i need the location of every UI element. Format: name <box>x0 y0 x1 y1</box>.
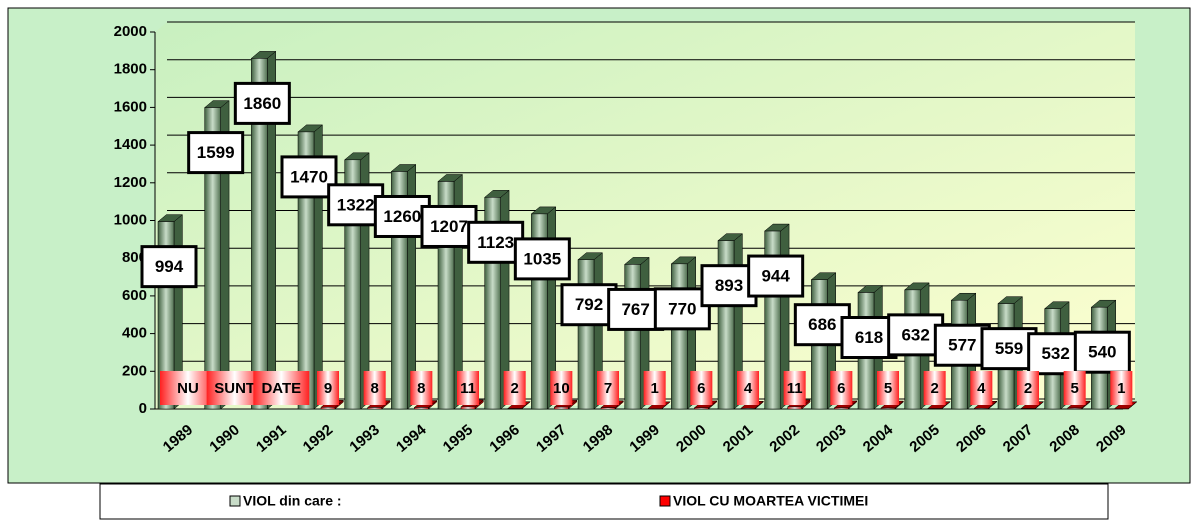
data-label: 4 <box>977 380 986 397</box>
bar-front <box>601 408 615 409</box>
bar-front <box>554 407 568 409</box>
bar-front <box>671 264 687 409</box>
data-label: 6 <box>697 380 705 397</box>
data-label: 1599 <box>197 143 235 162</box>
data-label: 1035 <box>523 249 561 268</box>
data-label: 792 <box>575 295 603 314</box>
data-label: 767 <box>621 300 649 319</box>
y-tick-label: 0 <box>139 400 147 417</box>
data-label: DATE <box>261 380 301 397</box>
data-label: 994 <box>155 257 184 276</box>
bar-front <box>461 407 475 409</box>
y-tick-label: 400 <box>122 325 147 342</box>
data-label: 11 <box>787 380 803 397</box>
data-label: 540 <box>1088 343 1116 362</box>
y-tick-label: 1800 <box>114 61 147 78</box>
data-label: 4 <box>744 380 753 397</box>
bar-front <box>788 407 802 409</box>
bar-front <box>414 407 428 409</box>
bar-front <box>321 407 335 409</box>
data-label: 618 <box>855 328 883 347</box>
y-tick-label: 1000 <box>114 211 147 228</box>
data-label: 5 <box>884 380 892 397</box>
bar-front <box>578 260 594 409</box>
data-label: 11 <box>460 380 476 397</box>
bar-front <box>694 408 708 409</box>
data-label: 632 <box>901 325 929 344</box>
bar-front <box>368 407 382 409</box>
data-label: 6 <box>837 380 845 397</box>
data-label: 686 <box>808 315 836 334</box>
bar-front <box>881 408 895 409</box>
data-label: 1260 <box>383 207 421 226</box>
data-label: 10 <box>553 380 570 397</box>
data-label: 2 <box>510 380 518 397</box>
data-label: 1322 <box>337 195 375 214</box>
data-label: 559 <box>995 339 1023 358</box>
bar-front <box>741 408 755 409</box>
y-tick-label: 1600 <box>114 98 147 115</box>
data-label: 770 <box>668 299 696 318</box>
data-label: 2 <box>930 380 938 397</box>
legend-swatch <box>660 496 670 506</box>
data-label: 1207 <box>430 217 468 236</box>
data-label: 7 <box>604 380 612 397</box>
y-tick-label: 2000 <box>114 23 147 40</box>
data-label: 8 <box>417 380 425 397</box>
data-label: 1 <box>1117 380 1125 397</box>
data-label: 1470 <box>290 167 328 186</box>
legend-label: VIOL CU MOARTEA VICTIMEI <box>673 493 868 509</box>
data-label: 2 <box>1024 380 1032 397</box>
y-tick-label: 200 <box>122 362 147 379</box>
bar-front <box>1068 408 1082 409</box>
y-tick-label: 1400 <box>114 136 147 153</box>
y-tick-label: 1200 <box>114 174 147 191</box>
bar-front <box>974 408 988 409</box>
data-label: 1 <box>650 380 658 397</box>
data-label: 9 <box>324 380 332 397</box>
data-label: SUNT <box>214 380 255 397</box>
data-label: 1860 <box>243 94 281 113</box>
bar-front <box>625 264 641 409</box>
data-label: 893 <box>715 276 743 295</box>
legend-label: VIOL din care : <box>243 493 342 509</box>
data-label: NU <box>177 380 199 397</box>
data-label: 1123 <box>477 233 514 252</box>
data-label: 944 <box>761 267 790 286</box>
y-tick-label: 600 <box>122 287 147 304</box>
data-label: 577 <box>948 336 976 355</box>
data-label: 532 <box>1041 344 1069 363</box>
legend-swatch <box>230 496 240 506</box>
bar-front <box>834 408 848 409</box>
data-label: 8 <box>370 380 378 397</box>
data-label: 5 <box>1070 380 1078 397</box>
